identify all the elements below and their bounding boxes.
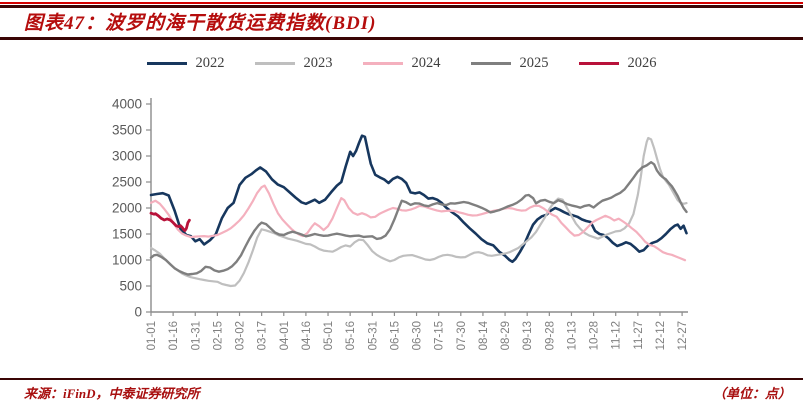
- header-rule-red: [0, 2, 803, 4]
- series-line-2026: [149, 211, 191, 233]
- chart-legend: 2022 2023 2024 2025 2026: [0, 55, 803, 72]
- x-tick-label: 08-14: [478, 320, 490, 350]
- y-tick-label: 3500: [112, 123, 142, 138]
- x-tick-label: 03-17: [257, 321, 269, 350]
- x-tick-label: 04-01: [279, 321, 291, 350]
- unit-note: （单位：点）: [712, 386, 791, 401]
- legend-label: 2023: [303, 55, 333, 71]
- y-tick-label: 2000: [112, 201, 142, 216]
- y-tick-label: 500: [119, 279, 142, 294]
- legend-label: 2025: [519, 55, 549, 71]
- legend-item-2026: 2026: [578, 55, 657, 72]
- x-tick-label: 12-27: [677, 321, 689, 350]
- y-tick-label: 3000: [112, 149, 142, 164]
- x-tick-label: 01-01: [146, 321, 158, 350]
- x-tick-label: 10-13: [566, 321, 578, 350]
- legend-line-swatch: [470, 62, 511, 65]
- legend-line-swatch: [362, 62, 403, 65]
- footer-rule: [0, 378, 803, 380]
- x-tick-label: 01-16: [168, 321, 180, 350]
- y-tick-label: 4000: [112, 97, 142, 112]
- legend-line-swatch: [578, 62, 619, 65]
- y-tick-label: 0: [134, 305, 142, 320]
- x-tick-label: 08-29: [500, 321, 512, 350]
- x-tick-label: 05-01: [323, 321, 335, 350]
- series-line-2024: [149, 184, 687, 262]
- x-tick-label: 06-15: [389, 321, 401, 350]
- x-tick-label: 10-28: [589, 321, 601, 350]
- x-tick-label: 03-02: [235, 321, 247, 350]
- x-tick-label: 12-12: [655, 321, 667, 350]
- series-line-2022: [149, 134, 688, 264]
- x-tick-label: 01-31: [190, 321, 202, 350]
- legend-line-swatch: [254, 62, 295, 65]
- legend-item-2022: 2022: [146, 55, 225, 72]
- legend-label: 2024: [411, 55, 441, 71]
- y-tick-label: 1000: [112, 253, 142, 268]
- x-tick-label: 02-15: [212, 321, 224, 350]
- x-tick-label: 04-16: [301, 321, 313, 350]
- header-rule-dark-bottom: [0, 37, 803, 40]
- series-line-2023: [149, 136, 688, 288]
- legend-item-2024: 2024: [362, 55, 441, 72]
- legend-label: 2022: [195, 55, 225, 71]
- legend-item-2023: 2023: [254, 55, 333, 72]
- series-line-2025: [149, 160, 688, 276]
- x-tick-label: 11-27: [633, 321, 645, 350]
- x-tick-label: 07-15: [434, 321, 446, 350]
- x-tick-label: 07-30: [456, 321, 468, 350]
- x-tick-label: 05-31: [367, 321, 379, 350]
- x-tick-label: 05-16: [345, 321, 357, 350]
- header-rule-dark-top: [0, 5, 803, 8]
- legend-line-swatch: [146, 62, 187, 65]
- y-tick-label: 2500: [112, 175, 142, 190]
- legend-item-2025: 2025: [470, 55, 549, 72]
- source-note: 来源：iFinD，中泰证券研究所: [24, 386, 200, 401]
- x-tick-label: 09-13: [522, 321, 534, 350]
- x-tick-label: 09-28: [544, 321, 556, 350]
- chart-title: 图表47：波罗的海干散货运费指数(BDI): [24, 13, 377, 34]
- legend-label: 2026: [627, 55, 657, 71]
- x-tick-label: 06-30: [412, 321, 424, 350]
- x-tick-label: 11-12: [611, 321, 623, 350]
- y-tick-label: 1500: [112, 227, 142, 242]
